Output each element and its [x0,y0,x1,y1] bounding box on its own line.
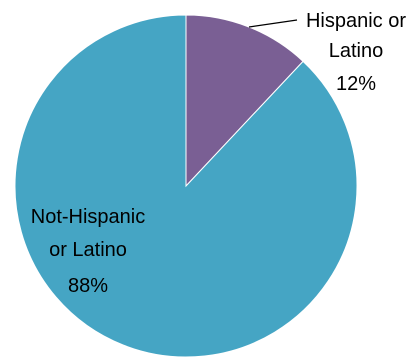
hispanic-or-latino-slice [185,14,304,188]
hispanic-label-line-1: Hispanic or [306,10,406,32]
hispanic-leader-line [248,19,298,28]
label-hispanic-or-latino: Hispanic or Latino 12% [306,10,406,95]
not-hispanic-label-line-2: or Latino [49,239,127,261]
not-hispanic-value-label: 88% [68,275,108,297]
pie-slices [14,14,358,358]
not-hispanic-label-line-1: Not-Hispanic [31,206,145,228]
not-hispanic-or-latino-slice [14,14,358,358]
hispanic-label-line-2: Latino [329,40,384,62]
hispanic-value-label: 12% [336,73,376,95]
label-not-hispanic-or-latino: Not-Hispanic or Latino 88% [31,206,145,297]
